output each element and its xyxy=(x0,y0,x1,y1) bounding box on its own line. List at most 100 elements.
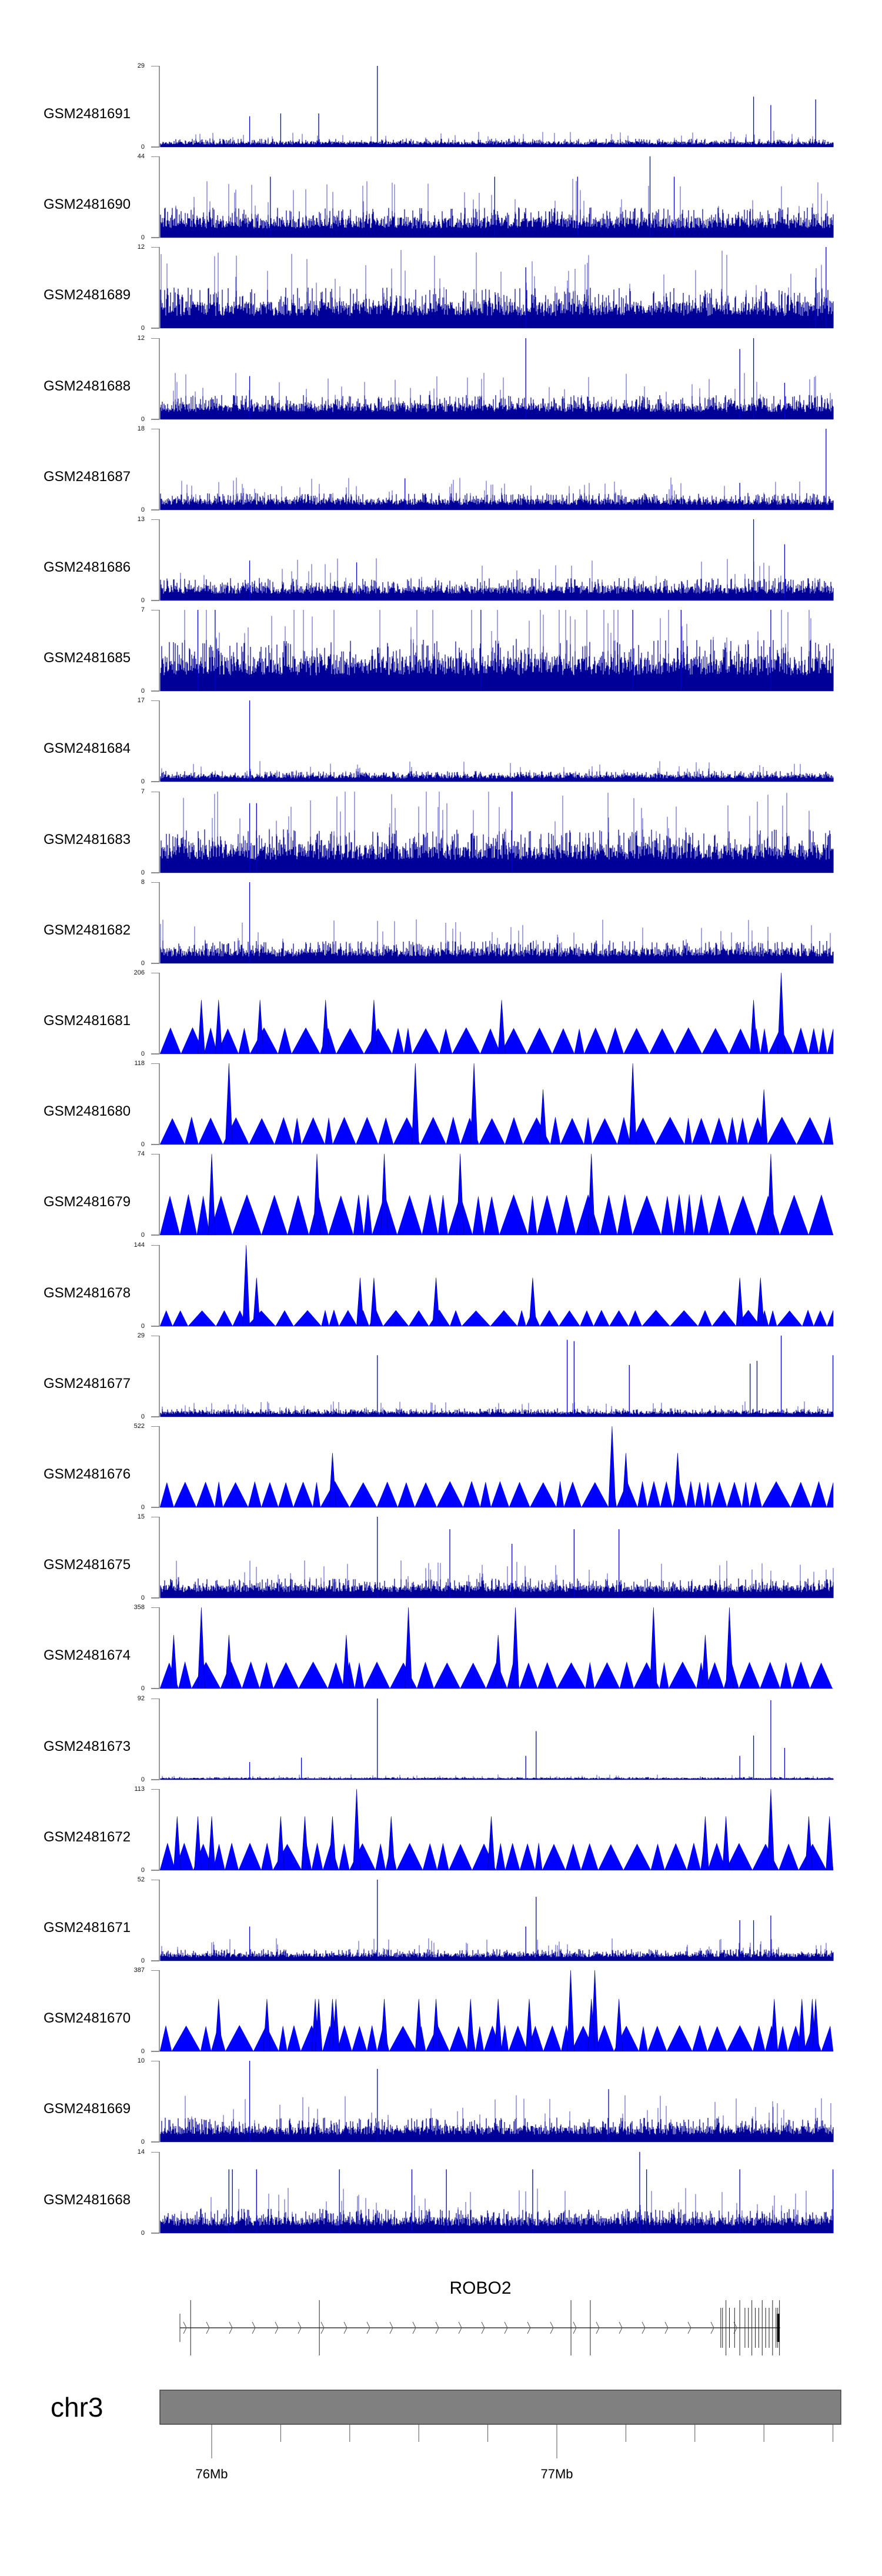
peak-mark xyxy=(760,1089,768,1145)
peak-mark xyxy=(198,1607,205,1689)
track-label: GSM2481680 xyxy=(44,1103,131,1120)
peak-mark xyxy=(380,1154,388,1236)
strand-chevron-icon xyxy=(504,2321,508,2334)
track-plot xyxy=(151,1244,834,1327)
track-label: GSM2481684 xyxy=(44,740,131,757)
peak-mark xyxy=(798,1999,806,2052)
track-label: GSM2481687 xyxy=(44,468,131,485)
y-max-label: 92 xyxy=(137,1694,145,1702)
y-zero-label: 0 xyxy=(141,144,145,151)
peak-mark xyxy=(256,1000,264,1055)
y-max-label: 206 xyxy=(133,969,145,976)
y-max-label: 358 xyxy=(133,1604,145,1611)
peak-mark xyxy=(494,1999,502,2052)
peak-mark xyxy=(225,1635,233,1689)
peak-mark xyxy=(370,1277,378,1326)
track-gsm2481690: GSM2481690 44 0 xyxy=(0,154,882,247)
peak-mark xyxy=(242,1244,250,1326)
y-zero-label: 0 xyxy=(141,688,145,695)
track-plot xyxy=(151,1607,833,1690)
strand-chevron-icon xyxy=(619,2321,623,2334)
peak-mark xyxy=(805,1816,813,1871)
track-label: GSM2481671 xyxy=(44,1920,131,1936)
strand-chevron-icon xyxy=(343,2321,348,2334)
track-plot xyxy=(151,1970,834,2053)
peak-mark xyxy=(277,1816,285,1871)
track-plot xyxy=(151,428,834,510)
track-gsm2481674: GSM2481674 358 0 xyxy=(0,1604,882,1698)
peak-mark xyxy=(252,1277,260,1326)
track-label: GSM2481683 xyxy=(44,831,131,847)
track-label: GSM2481689 xyxy=(44,287,131,303)
peak-mark xyxy=(701,1635,709,1689)
peak-mark xyxy=(405,1607,412,1689)
peak-mark xyxy=(750,1000,757,1055)
x-tick-label: 77Mb xyxy=(540,2467,573,2481)
y-zero-label: 0 xyxy=(141,869,145,876)
peak-mark xyxy=(173,1816,181,1871)
y-max-label: 29 xyxy=(137,62,145,69)
y-zero-label: 0 xyxy=(141,1776,145,1783)
strand-chevron-icon xyxy=(320,2321,325,2334)
strand-chevron-icon xyxy=(435,2321,439,2334)
strand-chevron-icon xyxy=(687,2321,691,2334)
peak-mark xyxy=(726,1607,733,1689)
peak-mark xyxy=(622,1453,630,1508)
y-zero-label: 0 xyxy=(141,2229,145,2237)
peak-mark xyxy=(497,1000,506,1055)
y-max-label: 17 xyxy=(137,697,145,705)
peak-mark xyxy=(650,1607,657,1689)
signal-bars xyxy=(160,2118,834,2143)
track-plot xyxy=(151,791,834,873)
strand-chevron-icon xyxy=(366,2321,370,2334)
signal-bars xyxy=(160,1408,834,1417)
peak-mark xyxy=(329,1816,336,1871)
track-label: GSM2481672 xyxy=(44,1828,131,1845)
track-gsm2481684: GSM2481684 17 0 xyxy=(0,697,882,791)
strand-chevron-icon xyxy=(664,2321,669,2334)
y-max-label: 10 xyxy=(137,2057,145,2065)
track-label: GSM2481688 xyxy=(44,378,131,394)
track-plot xyxy=(151,882,834,964)
peak-mark xyxy=(608,1426,616,1508)
signal-bars xyxy=(160,2208,834,2233)
track-gsm2481683: GSM2481683 7 0 xyxy=(0,788,882,882)
track-gsm2481670: GSM2481670 387 0 xyxy=(0,1967,882,2061)
track-label: GSM2481670 xyxy=(44,2010,131,2027)
y-max-label: 144 xyxy=(133,1241,145,1249)
peak-mark xyxy=(466,1999,475,2052)
strand-chevron-icon xyxy=(710,2321,714,2334)
peak-mark xyxy=(529,1277,537,1326)
peak-mark xyxy=(722,1816,730,1871)
y-max-label: 15 xyxy=(137,1513,145,1521)
chromosome-label: chr3 xyxy=(51,2392,103,2422)
peak-mark xyxy=(170,1635,178,1689)
y-zero-label: 0 xyxy=(141,778,145,786)
peak-mark xyxy=(470,1063,478,1145)
peak-mark xyxy=(615,1999,623,2052)
track-label: GSM2481676 xyxy=(44,1466,131,1482)
track-gsm2481686: GSM2481686 13 0 xyxy=(0,516,882,610)
strand-chevron-icon xyxy=(481,2321,485,2334)
track-label: GSM2481685 xyxy=(44,650,131,666)
y-zero-label: 0 xyxy=(141,506,145,513)
strand-chevron-icon xyxy=(458,2321,462,2334)
peak-mark xyxy=(215,1000,223,1055)
track-label: GSM2481682 xyxy=(44,922,131,938)
track-gsm2481679: GSM2481679 74 0 xyxy=(0,1151,882,1244)
strand-chevron-icon xyxy=(298,2321,302,2334)
peak-mark xyxy=(587,1154,596,1236)
y-max-label: 118 xyxy=(134,1060,145,1067)
peak-mark xyxy=(770,1999,779,2052)
track-plot xyxy=(151,2061,834,2143)
track-label: GSM2481691 xyxy=(44,106,131,122)
peak-mark xyxy=(208,1154,216,1236)
track-plot xyxy=(151,66,834,148)
peak-mark xyxy=(674,1453,681,1508)
signal-area xyxy=(159,1480,834,1508)
peak-mark xyxy=(539,1089,547,1145)
peak-mark xyxy=(322,1000,330,1055)
signal-area xyxy=(159,1842,834,1871)
track-gsm2481681: GSM2481681 206 0 xyxy=(0,969,882,1063)
y-max-label: 12 xyxy=(137,334,145,342)
